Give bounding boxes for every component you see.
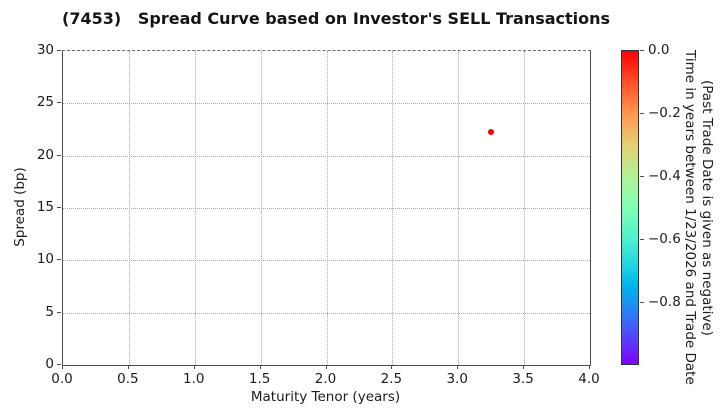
colorbar-label: Time in years between 1/23/2026 and Trad…	[681, 50, 715, 385]
x-tick-label: 3.5	[512, 371, 534, 387]
chart-title: (7453) Spread Curve based on Investor's …	[62, 9, 611, 28]
y-tick-label: 25	[36, 94, 54, 111]
y-tick-label: 30	[36, 42, 54, 58]
x-tick-mark	[325, 365, 327, 369]
x-tick-mark	[391, 365, 393, 369]
y-gridline	[63, 312, 590, 314]
x-tick-mark	[457, 365, 459, 369]
x-tick-mark	[193, 365, 195, 369]
x-tick-label: 0.5	[117, 371, 139, 387]
x-tick-label: 0.0	[51, 371, 73, 387]
x-tick-mark	[523, 365, 525, 369]
colorbar	[621, 50, 639, 365]
y-tick-mark	[57, 154, 61, 156]
x-tick-label: 3.0	[446, 371, 468, 387]
y-tick-label: 5	[45, 303, 54, 320]
colorbar-tick-mark	[640, 302, 644, 303]
colorbar-tick-mark	[640, 50, 644, 51]
y-tick-mark	[57, 364, 61, 365]
x-tick-mark	[259, 365, 261, 369]
x-tick-mark	[62, 365, 63, 369]
data-point	[488, 128, 495, 135]
x-tick-label: 2.5	[380, 371, 403, 387]
colorbar-tick-label: −0.2	[648, 105, 681, 121]
y-tick-label: 0	[45, 356, 54, 372]
y-tick-label: 10	[36, 251, 54, 268]
x-tick-label: 2.0	[314, 371, 337, 387]
colorbar-tick-mark	[640, 239, 644, 240]
y-gridline	[63, 103, 590, 105]
x-tick-label: 4.0	[578, 371, 600, 387]
y-tick-mark	[57, 259, 61, 261]
colorbar-tick-label: −0.4	[648, 168, 681, 184]
plot-area	[62, 50, 591, 366]
x-tick-label: 1.5	[248, 371, 271, 387]
y-tick-label: 20	[36, 146, 54, 163]
colorbar-tick-mark	[640, 176, 644, 177]
x-axis-label: Maturity Tenor (years)	[250, 389, 401, 405]
y-gridline	[63, 155, 590, 157]
colorbar-tick-label: −0.6	[648, 231, 681, 247]
x-tick-mark	[589, 365, 590, 369]
colorbar-tick-label: 0.0	[648, 42, 670, 58]
y-tick-mark	[57, 207, 61, 208]
colorbar-label-line2: (Past Trade Date is given as negative)	[699, 79, 715, 336]
colorbar-label-line1: Time in years between 1/23/2026 and Trad…	[682, 50, 698, 385]
x-tick-mark	[127, 365, 129, 369]
x-tick-label: 1.0	[183, 371, 205, 387]
y-tick-mark	[57, 50, 61, 51]
y-tick-label: 15	[36, 199, 54, 215]
y-tick-mark	[57, 311, 61, 313]
y-gridline	[63, 208, 590, 209]
y-gridline	[63, 260, 590, 262]
y-tick-mark	[57, 102, 61, 104]
colorbar-tick-mark	[640, 113, 644, 114]
colorbar-tick-label: −0.8	[648, 294, 681, 310]
